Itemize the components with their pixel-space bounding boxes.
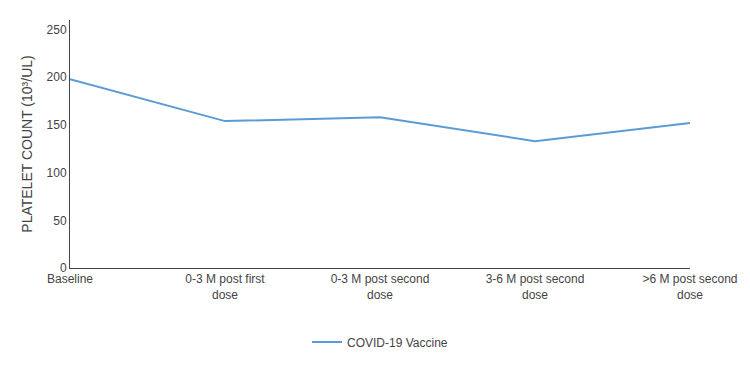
svg-text:0-3 M post firstdose: 0-3 M post firstdose bbox=[185, 272, 265, 302]
svg-text:150: 150 bbox=[47, 118, 67, 132]
svg-text:Baseline: Baseline bbox=[47, 272, 93, 286]
svg-text:0-3 M post seconddose: 0-3 M post seconddose bbox=[331, 272, 430, 302]
svg-text:3-6 M post seconddose: 3-6 M post seconddose bbox=[486, 272, 585, 302]
svg-text:50: 50 bbox=[53, 214, 67, 228]
svg-text:0: 0 bbox=[60, 261, 67, 275]
svg-text:100: 100 bbox=[47, 166, 67, 180]
svg-text:250: 250 bbox=[47, 23, 67, 37]
svg-text:>6 M post seconddose: >6 M post seconddose bbox=[642, 272, 737, 302]
svg-text:PLATELET COUNT (10³/UL): PLATELET COUNT (10³/UL) bbox=[19, 55, 35, 232]
svg-text:200: 200 bbox=[47, 70, 67, 84]
svg-text:COVID-19 Vaccine: COVID-19 Vaccine bbox=[347, 336, 448, 350]
